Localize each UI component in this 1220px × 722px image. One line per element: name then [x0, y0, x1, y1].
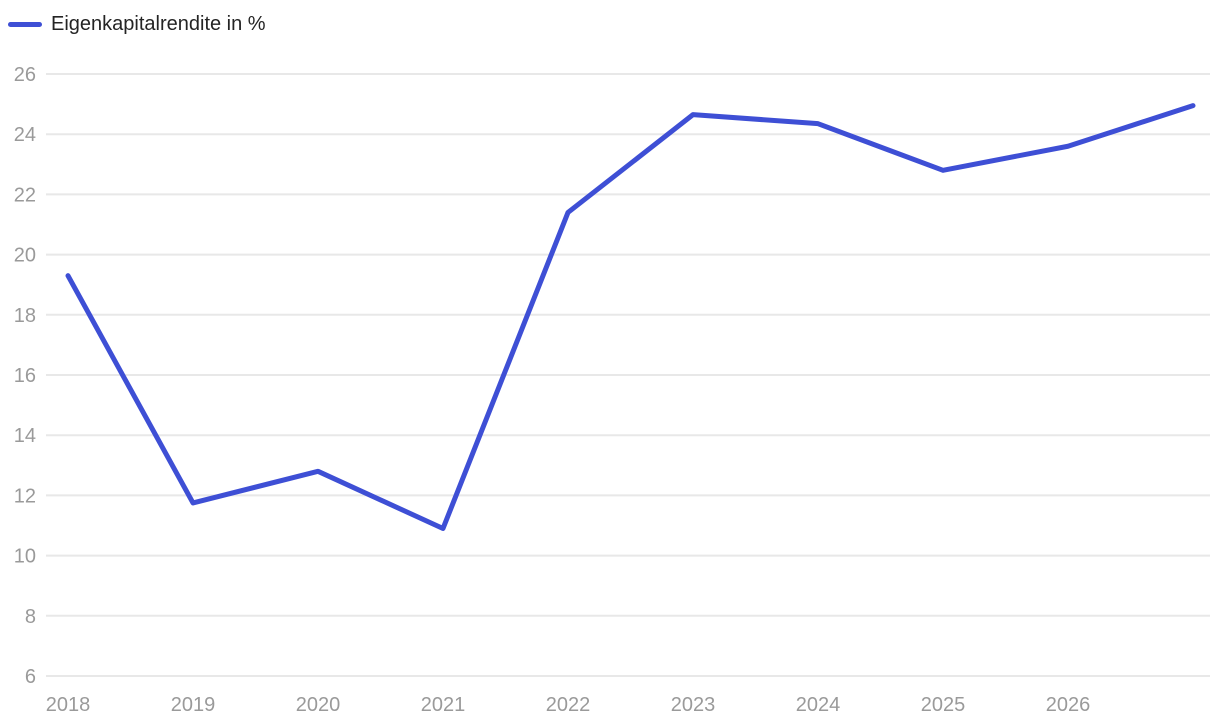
x-tick-label-2019: 2019: [171, 694, 216, 716]
legend-label: Eigenkapitalrendite in %: [51, 13, 266, 35]
y-tick-label-8: 8: [25, 606, 36, 628]
y-tick-label-10: 10: [14, 546, 36, 568]
x-tick-label-2018: 2018: [46, 694, 91, 716]
x-tick-label-2024: 2024: [796, 694, 841, 716]
legend-item-eigenkapitalrendite[interactable]: Eigenkapitalrendite in %: [8, 12, 266, 36]
series-line-0: [65, 103, 1196, 532]
x-tick-label-2023: 2023: [671, 694, 716, 716]
y-tick-label-12: 12: [14, 485, 36, 507]
y-tick-label-24: 24: [14, 124, 36, 146]
y-tick-label-20: 20: [14, 245, 36, 267]
x-tick-label-2026: 2026: [1046, 694, 1091, 716]
x-tick-label-2022: 2022: [546, 694, 591, 716]
y-tick-label-6: 6: [25, 666, 36, 688]
y-tick-label-14: 14: [14, 425, 36, 447]
legend-line-icon: [8, 21, 42, 27]
x-tick-label-2021: 2021: [421, 694, 466, 716]
y-tick-label-22: 22: [14, 184, 36, 206]
y-tick-label-26: 26: [14, 64, 36, 86]
y-tick-label-18: 18: [14, 305, 36, 327]
x-tick-label-2020: 2020: [296, 694, 341, 716]
x-tick-label-2025: 2025: [921, 694, 966, 716]
y-tick-label-16: 16: [14, 365, 36, 387]
